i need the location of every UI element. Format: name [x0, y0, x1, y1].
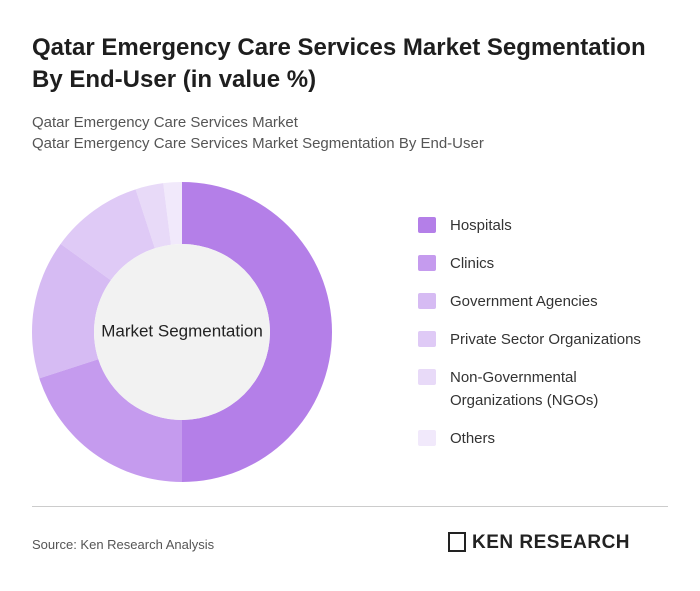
donut-hole: [94, 244, 270, 420]
legend-swatch: [418, 430, 436, 446]
legend-item: Others: [418, 427, 655, 450]
legend-item: Government Agencies: [418, 290, 655, 313]
legend-item: Hospitals: [418, 214, 655, 237]
legend-swatch: [418, 217, 436, 233]
subtitle: Qatar Emergency Care Services Market: [32, 114, 298, 131]
legend-swatch: [418, 293, 436, 309]
donut-chart: Market Segmentation: [32, 182, 332, 482]
legend-swatch: [418, 369, 436, 385]
logo-text: KEN RESEARCH: [472, 532, 631, 553]
legend: Hospitals Clinics Government Agencies Priva…: [418, 214, 658, 465]
subtitle: Qatar Emergency Care Services Market Seg…: [32, 135, 484, 152]
legend-item: Non-Governmental Organizations (NGOs): [418, 366, 655, 412]
legend-label: Clinics: [450, 255, 495, 272]
center-label: Market Segmentation: [101, 321, 263, 340]
legend-label: Government Agencies: [450, 293, 598, 310]
legend-item: Private Sector Organizations: [418, 328, 655, 351]
chart-title: Qatar Emergency Care Services Market Seg…: [32, 34, 646, 93]
donut-slice: [60, 189, 155, 281]
donut-slice: [32, 243, 111, 379]
legend-swatch: [418, 255, 436, 271]
legend-label: Others: [450, 430, 496, 447]
legend-label: Private Sector Organizations: [450, 331, 641, 348]
legend-label: Hospitals: [450, 217, 512, 234]
donut-slice: [135, 183, 171, 249]
donut-slice: [163, 182, 182, 245]
source: Source: Ken Research Analysis: [32, 537, 215, 552]
donut-slice: [39, 359, 182, 482]
divider: [32, 506, 668, 507]
logo: KEN RESEARCH: [448, 532, 630, 554]
donut-slice: [182, 182, 332, 482]
logo-icon: [448, 532, 466, 552]
legend-item: Clinics: [418, 252, 655, 275]
legend-swatch: [418, 331, 436, 347]
legend-label: Non-Governmental Organizations (NGOs): [450, 369, 599, 409]
